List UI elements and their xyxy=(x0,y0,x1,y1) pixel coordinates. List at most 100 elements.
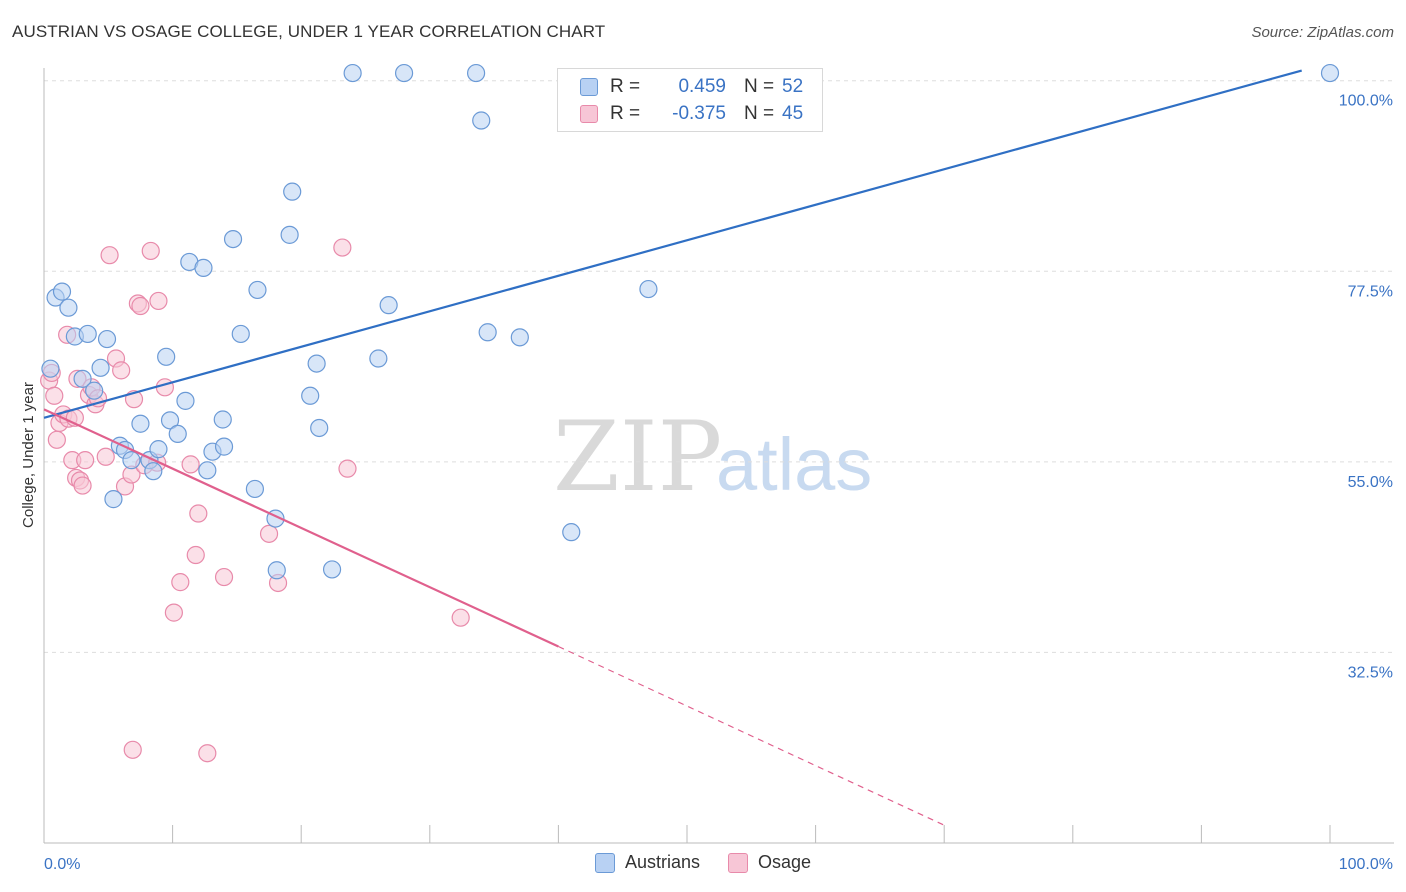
austrians-point xyxy=(310,418,329,438)
osage-point xyxy=(112,361,131,380)
osage-point xyxy=(451,608,470,627)
austrians-point xyxy=(41,359,60,378)
legend-n-label: N = xyxy=(744,76,775,97)
y-axis-label: College, Under 1 year xyxy=(20,382,37,528)
austrians-point xyxy=(478,323,497,342)
osage-point xyxy=(181,455,200,474)
austrians-point xyxy=(149,440,168,459)
osage-point xyxy=(73,476,92,495)
austrians-point xyxy=(122,451,141,470)
y-tick-label: 100.0% xyxy=(1339,93,1393,110)
osage-swatch xyxy=(580,105,598,123)
y-tick-label: 32.5% xyxy=(1348,664,1393,681)
austrians-point xyxy=(245,479,265,499)
osage-point xyxy=(186,545,205,565)
correlation-legend: R = 0.459 N = 52 R = -0.375 N = 45 xyxy=(557,68,823,132)
trend-lines xyxy=(43,69,1303,826)
legend-r-value: 0.459 xyxy=(678,76,726,97)
osage-swatch xyxy=(728,852,748,873)
austrians-point xyxy=(97,329,117,349)
osage-trend-line xyxy=(43,408,559,648)
watermark: ZIP atlas xyxy=(553,401,872,513)
osage-point xyxy=(164,603,183,622)
axes xyxy=(43,68,1394,844)
osage-point xyxy=(259,524,279,543)
austrians-point xyxy=(267,561,286,580)
austrians-point xyxy=(176,391,195,410)
austrians-point xyxy=(144,462,163,481)
legend-label-osage: Osage xyxy=(758,852,812,872)
osage-point xyxy=(333,238,352,257)
osage-point xyxy=(47,430,66,449)
austrians-point xyxy=(472,111,491,130)
austrians-point xyxy=(280,225,299,244)
austrians-point xyxy=(91,358,110,377)
osage-point xyxy=(123,740,142,759)
watermark-zip: ZIP xyxy=(553,401,722,513)
legend-item-austrians: Austrians xyxy=(594,852,700,873)
austrians-point xyxy=(160,411,180,430)
austrians-point xyxy=(213,410,232,429)
source-credit: Source: ZipAtlas.com xyxy=(1251,24,1394,41)
austrians-point xyxy=(131,414,150,433)
austrians-point xyxy=(639,279,658,299)
austrians-point xyxy=(78,324,97,344)
osage-point xyxy=(171,573,190,592)
y-tick-label: 55.0% xyxy=(1348,474,1393,491)
austrians-point xyxy=(562,523,581,542)
osage-point xyxy=(149,291,168,311)
austrians-point xyxy=(510,328,529,347)
austrians-point xyxy=(248,280,267,300)
austrians-points xyxy=(41,63,1340,580)
osage-trend-extension xyxy=(558,645,945,826)
legend-r-label: R = xyxy=(610,76,641,97)
legend-r-value: -0.375 xyxy=(672,103,726,124)
austrians-trend-line xyxy=(43,69,1303,419)
austrians-point xyxy=(283,182,302,201)
osage-point xyxy=(189,504,208,523)
austrians-point xyxy=(198,461,217,480)
legend-row-austrians: R = 0.459 N = 52 xyxy=(580,74,803,100)
osage-point xyxy=(198,744,217,763)
austrians-swatch xyxy=(594,852,615,873)
austrians-point xyxy=(214,437,234,456)
x-tick-label: 0.0% xyxy=(44,856,80,873)
austrians-point xyxy=(223,229,243,249)
legend-n-value: 45 xyxy=(782,103,804,124)
osage-point xyxy=(141,241,160,261)
austrians-point xyxy=(231,324,250,344)
legend-n-value: 52 xyxy=(782,76,804,97)
osage-point xyxy=(96,447,115,466)
grid xyxy=(44,80,1394,653)
legend-n-label: N = xyxy=(744,103,775,124)
austrians-point xyxy=(194,258,213,277)
osage-point xyxy=(45,386,64,405)
legend-row-osage: R = -0.375 N = 45 xyxy=(580,101,803,127)
legend-r-label: R = xyxy=(610,103,641,124)
osage-point xyxy=(214,567,234,587)
y-tick-label: 77.5% xyxy=(1348,283,1393,300)
chart-title: AUSTRIAN VS OSAGE COLLEGE, UNDER 1 YEAR … xyxy=(12,22,606,41)
legend-label-austrians: Austrians xyxy=(624,852,700,872)
x-tick-label: 100.0% xyxy=(1339,856,1393,873)
austrians-point xyxy=(379,296,398,315)
austrians-point xyxy=(1320,63,1340,83)
osage-point xyxy=(131,296,150,316)
osage-point xyxy=(155,378,174,397)
austrians-point xyxy=(73,369,92,388)
austrians-point xyxy=(369,349,388,368)
austrians-point xyxy=(52,282,72,301)
austrians-point xyxy=(85,381,104,400)
austrians-point xyxy=(301,386,320,405)
osage-point xyxy=(76,451,95,470)
austrians-point xyxy=(322,560,342,579)
legend-item-osage: Osage xyxy=(728,852,811,873)
austrians-point xyxy=(343,63,362,83)
austrians-point xyxy=(104,490,123,509)
osage-point xyxy=(338,459,357,478)
austrians-swatch xyxy=(580,78,598,96)
austrians-point xyxy=(168,424,187,444)
austrians-point xyxy=(59,298,78,317)
austrians-point xyxy=(307,354,326,373)
